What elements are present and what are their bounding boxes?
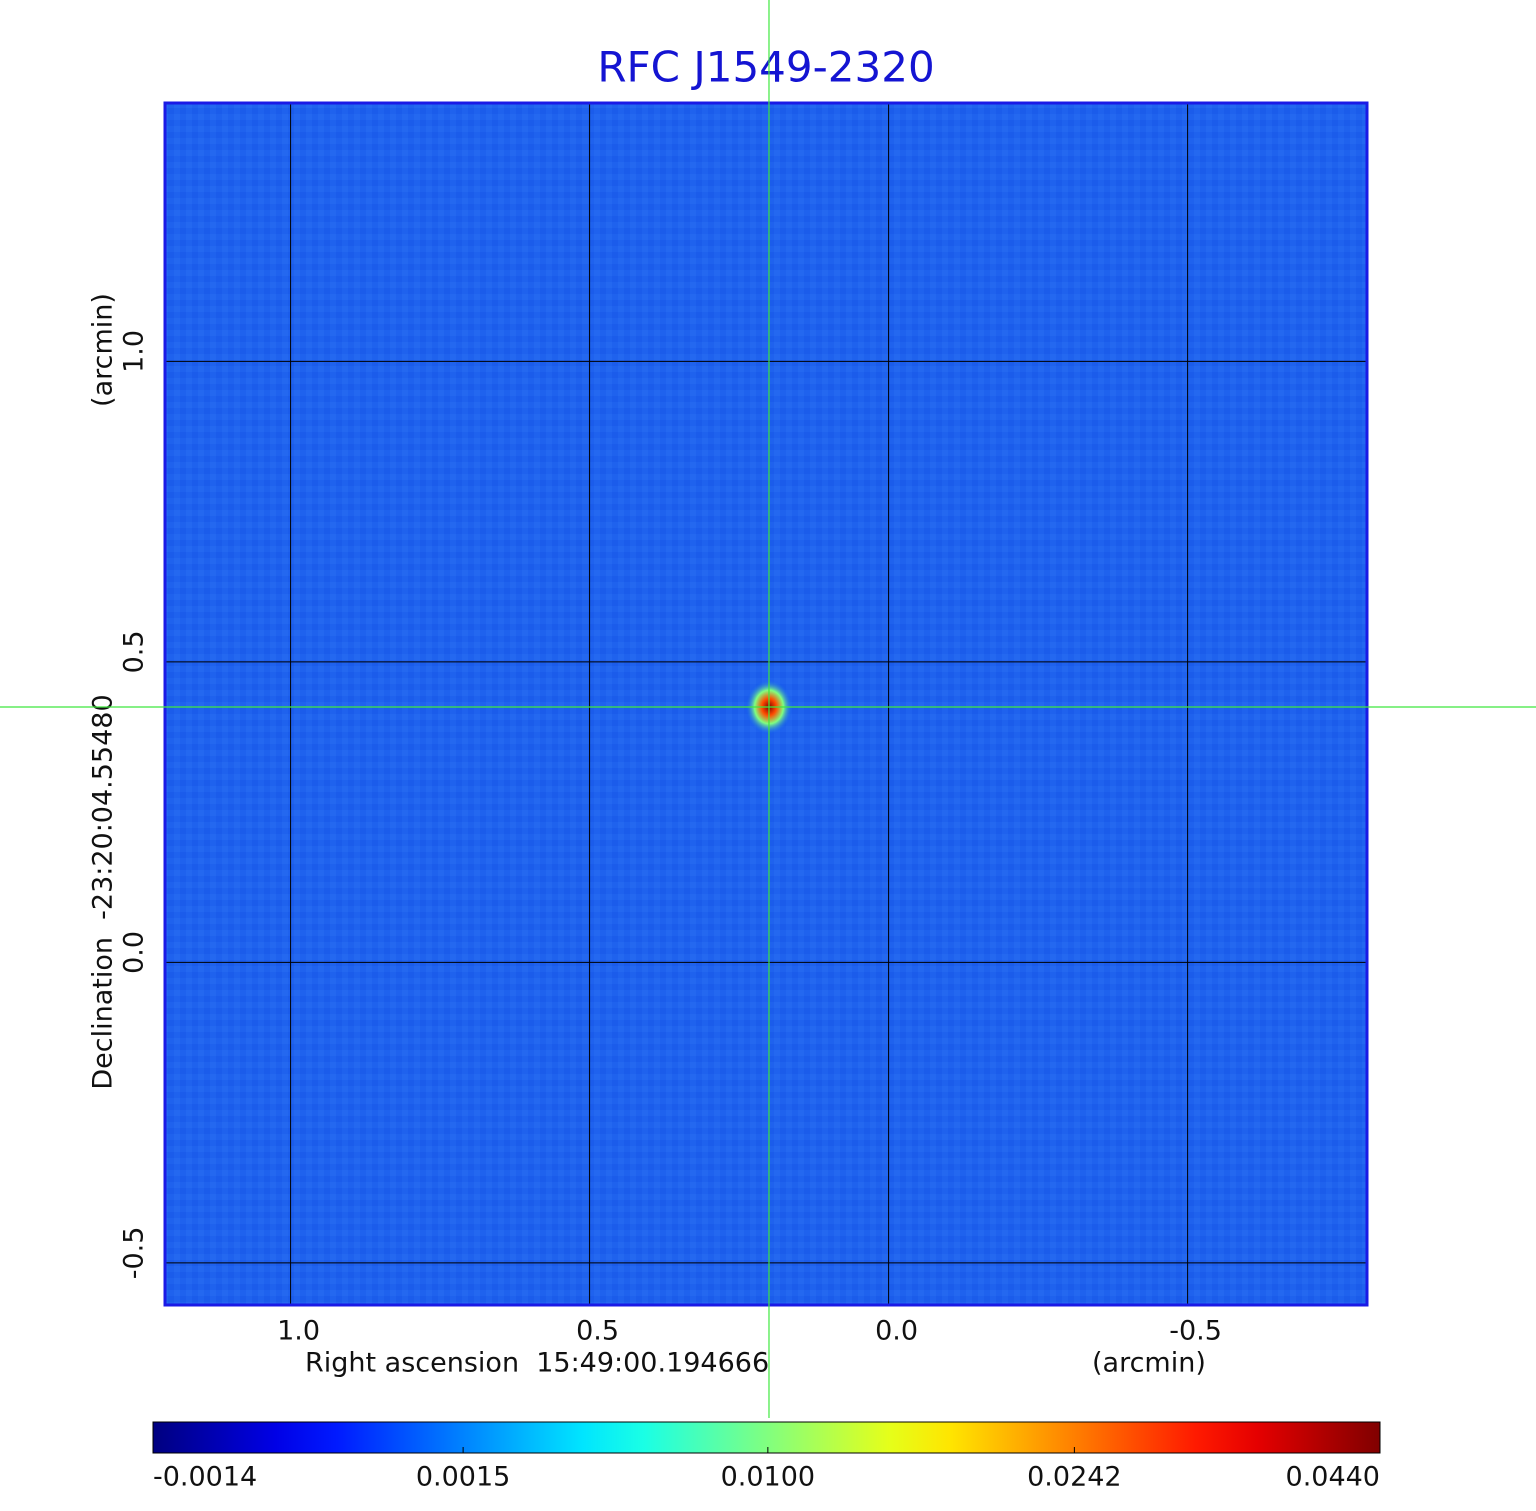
y-axis-label: Declination -23:20:04.55480 <box>88 694 119 1089</box>
x-tick-label: -0.5 <box>1169 1316 1222 1347</box>
chart-title: RFC J1549-2320 <box>597 43 934 92</box>
plot-frame <box>163 101 1369 1307</box>
x-tick-label: 1.0 <box>277 1316 320 1347</box>
x-axis-unit: (arcmin) <box>1092 1348 1206 1379</box>
colorbar-tick-label: -0.0014 <box>153 1462 257 1493</box>
colorbar-tick-label: 0.0100 <box>721 1462 815 1493</box>
colorbar-tick-label: 0.0015 <box>416 1462 510 1493</box>
colorbar <box>152 1421 1381 1454</box>
y-tick-label: -0.5 <box>119 1227 150 1280</box>
x-tick-label: 0.0 <box>875 1316 918 1347</box>
colorbar-tick-label: 0.0242 <box>1027 1462 1121 1493</box>
y-tick-label: 0.0 <box>119 931 150 974</box>
y-tick-label: 0.5 <box>119 630 150 673</box>
colorbar-tick-label: 0.0440 <box>1286 1462 1380 1493</box>
y-tick-label: 1.0 <box>119 330 150 373</box>
x-tick-label: 0.5 <box>576 1316 619 1347</box>
y-axis-unit: (arcmin) <box>88 293 119 407</box>
x-axis-label: Right ascension 15:49:00.194666 <box>305 1348 769 1379</box>
